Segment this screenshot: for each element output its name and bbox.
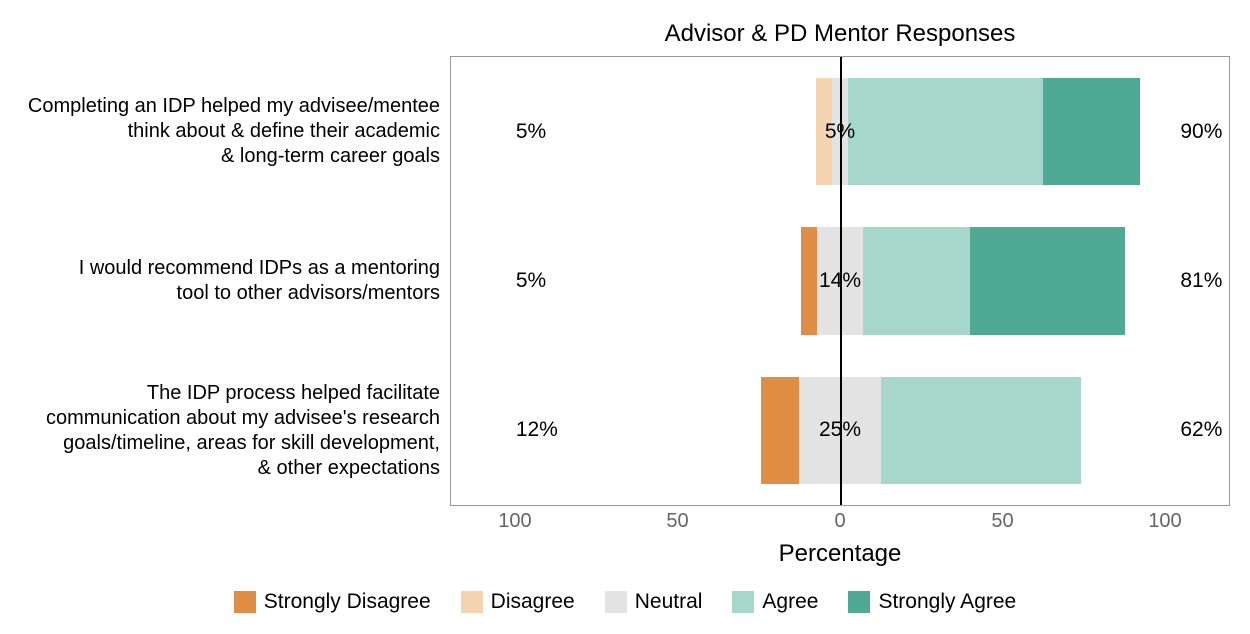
legend-item: Agree	[732, 590, 818, 614]
bar-segment	[970, 227, 1126, 335]
legend-item: Strongly Disagree	[234, 590, 431, 614]
x-tick: 0	[834, 510, 845, 533]
bar-segment	[863, 227, 970, 335]
bar-segment	[761, 377, 800, 485]
likert-chart: Advisor & PD Mentor Responses Completing…	[20, 20, 1230, 614]
right-pct-label: 81%	[1180, 269, 1222, 293]
left-pct-label: 5%	[516, 120, 546, 144]
plot-row: Completing an IDP helped my advisee/ment…	[20, 56, 1230, 506]
legend-swatch	[848, 591, 870, 613]
legend-item: Neutral	[605, 590, 703, 614]
bars-container: 5% 5% 90% 5% 14% 81% 12% 25% 62%	[451, 57, 1229, 505]
x-tick: 100	[498, 510, 531, 533]
legend-swatch	[732, 591, 754, 613]
legend-label: Strongly Disagree	[264, 590, 431, 614]
mid-pct-label: 5%	[825, 120, 855, 144]
stacked-bar	[761, 377, 1082, 485]
legend: Strongly Disagree Disagree Neutral Agree Str…	[20, 590, 1230, 614]
left-pct-label: 12%	[516, 418, 558, 442]
right-pct-label: 90%	[1180, 120, 1222, 144]
x-axis: 100 50 0 50 100	[450, 506, 1230, 536]
bar-segment	[848, 78, 1042, 186]
legend-label: Agree	[762, 590, 818, 614]
plot-area: 5% 5% 90% 5% 14% 81% 12% 25% 62%	[450, 56, 1230, 506]
y-label: The IDP process helped facilitatecommuni…	[20, 356, 450, 506]
legend-label: Neutral	[635, 590, 703, 614]
y-label: Completing an IDP helped my advisee/ment…	[20, 56, 450, 206]
legend-label: Strongly Agree	[878, 590, 1016, 614]
right-pct-label: 62%	[1180, 418, 1222, 442]
y-label: I would recommend IDPs as a mentoringtoo…	[20, 206, 450, 356]
bar-segment	[1043, 78, 1140, 186]
chart-title: Advisor & PD Mentor Responses	[20, 20, 1230, 48]
bar-segment	[801, 227, 817, 335]
legend-swatch	[605, 591, 627, 613]
legend-swatch	[461, 591, 483, 613]
x-tick: 100	[1148, 510, 1181, 533]
y-axis-labels: Completing an IDP helped my advisee/ment…	[20, 56, 450, 506]
left-pct-label: 5%	[516, 269, 546, 293]
legend-swatch	[234, 591, 256, 613]
x-axis-label: Percentage	[450, 540, 1230, 568]
x-tick: 50	[991, 510, 1013, 533]
bar-segment	[881, 377, 1082, 485]
legend-item: Disagree	[461, 590, 575, 614]
legend-item: Strongly Agree	[848, 590, 1016, 614]
mid-pct-label: 14%	[819, 269, 861, 293]
mid-pct-label: 25%	[819, 418, 861, 442]
stacked-bar	[816, 78, 1140, 186]
x-tick: 50	[666, 510, 688, 533]
legend-label: Disagree	[491, 590, 575, 614]
